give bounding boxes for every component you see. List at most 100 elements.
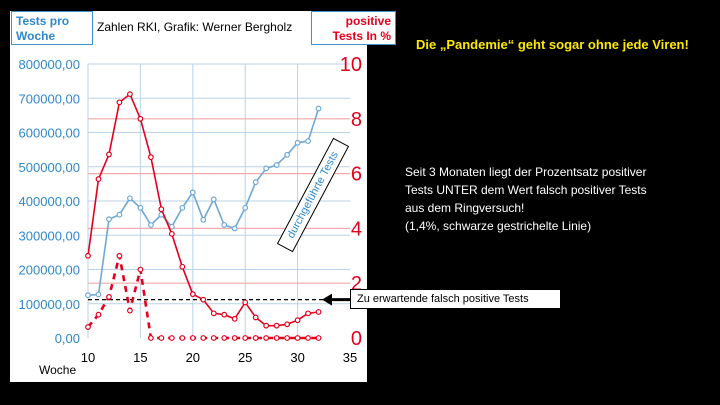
data-point xyxy=(147,222,154,228)
data-point xyxy=(210,310,217,317)
left-y-tick-label: 300000,00 xyxy=(19,228,80,243)
left-y-tick-label: 200000,00 xyxy=(19,263,80,278)
data-point xyxy=(158,335,165,341)
data-point xyxy=(294,317,301,324)
x-tick-label: 30 xyxy=(290,350,304,365)
data-point xyxy=(85,252,91,259)
data-point xyxy=(210,335,217,341)
data-point xyxy=(189,335,196,341)
left-y-tick-label: 500000,00 xyxy=(19,160,80,175)
data-point xyxy=(242,204,249,211)
data-point xyxy=(231,225,238,232)
data-point xyxy=(242,299,249,306)
data-point xyxy=(116,252,123,259)
data-point xyxy=(168,335,175,341)
commentary-line: Tests UNTER dem Wert falsch positiver Te… xyxy=(405,183,647,197)
data-point xyxy=(137,204,144,211)
data-point xyxy=(147,154,154,161)
data-point xyxy=(127,195,133,202)
x-tick-label: 10 xyxy=(81,350,95,365)
data-point xyxy=(252,314,259,321)
data-point xyxy=(252,179,259,186)
left-y-tick-label: 100000,00 xyxy=(19,297,80,312)
data-point xyxy=(315,309,322,315)
left-axis-title: Tests pro Woche xyxy=(11,11,93,45)
data-point xyxy=(127,307,133,314)
data-point xyxy=(273,322,280,329)
data-point xyxy=(305,138,311,144)
data-point xyxy=(221,222,228,228)
data-point xyxy=(95,311,102,318)
left-y-tick-label: 800000,00 xyxy=(19,57,80,72)
data-point xyxy=(189,291,196,298)
credit-text: Zahlen RKI, Grafik: Werner Bergholz xyxy=(97,20,293,34)
data-point xyxy=(147,335,154,341)
data-point xyxy=(284,321,291,328)
data-point xyxy=(294,139,301,146)
left-y-tick-label: 600000,00 xyxy=(19,126,80,141)
data-point xyxy=(137,115,144,122)
x-tick-label: 20 xyxy=(186,350,200,365)
right-y-tick-label: 6 xyxy=(351,164,362,186)
data-point xyxy=(284,335,291,341)
right-y-tick-label: 2 xyxy=(351,273,362,295)
data-point xyxy=(200,216,207,223)
data-point xyxy=(200,335,207,341)
data-point xyxy=(210,196,217,203)
data-point xyxy=(95,176,102,182)
data-point xyxy=(168,230,175,237)
data-point xyxy=(85,324,91,330)
data-point xyxy=(189,189,196,196)
data-point xyxy=(315,105,322,112)
data-point xyxy=(294,335,301,341)
x-tick-label: 15 xyxy=(133,350,147,365)
data-point xyxy=(263,322,270,329)
callout-arrow-head xyxy=(322,293,332,306)
data-point xyxy=(179,263,186,270)
data-point xyxy=(85,292,91,299)
data-point xyxy=(263,165,270,172)
data-point xyxy=(305,310,311,317)
data-point xyxy=(116,99,123,106)
commentary: Seit 3 Monaten liegt der Prozentsatz pos… xyxy=(405,163,705,235)
commentary-line: Seit 3 Monaten liegt der Prozentsatz pos… xyxy=(405,165,647,179)
right-axis-title: positive Tests In % xyxy=(311,11,396,45)
commentary-line: (1,4%, schwarze gestrichelte Linie) xyxy=(405,219,592,233)
data-point xyxy=(231,335,238,341)
data-point xyxy=(263,335,270,341)
data-point xyxy=(273,335,280,341)
data-point xyxy=(305,335,311,341)
data-point xyxy=(106,216,112,223)
headline: Die „Pandemie“ geht sogar ohne jede Vire… xyxy=(416,37,689,52)
data-point xyxy=(179,204,186,211)
x-axis-label: Woche xyxy=(39,363,77,377)
x-tick-label: 25 xyxy=(238,350,252,365)
left-y-tick-label: 700000,00 xyxy=(19,91,80,106)
data-point xyxy=(95,291,102,298)
data-point xyxy=(158,206,165,213)
right-y-tick-label: 0 xyxy=(351,328,362,350)
right-y-tick-label: 4 xyxy=(351,218,362,240)
right-y-tick-label: 8 xyxy=(351,109,362,131)
chart-svg: 10 15 20 25 30 350,00100000,00200000,00300000… xyxy=(19,54,362,365)
left-y-tick-label: 400000,00 xyxy=(19,194,80,209)
data-point xyxy=(221,311,228,318)
data-point xyxy=(179,335,186,341)
data-point xyxy=(221,335,228,341)
data-point xyxy=(116,211,123,218)
data-point xyxy=(242,335,249,341)
chart-panel: 10 15 20 25 30 35 0,00 100000,00 200000,00 300000… xyxy=(10,11,396,382)
false-positive-callout: Zu erwartende falsch positive Tests xyxy=(350,289,561,309)
data-point xyxy=(284,151,291,158)
data-point xyxy=(137,266,144,273)
data-point xyxy=(200,296,207,303)
right-y-tick-label: 10 xyxy=(340,54,362,76)
data-point xyxy=(106,294,112,300)
left-y-tick-label: 0,00 xyxy=(55,331,80,346)
x-tick-label: 35 xyxy=(343,350,357,365)
data-point xyxy=(106,151,112,158)
data-point xyxy=(273,162,280,168)
commentary-line: aus dem Ringversuch! xyxy=(405,201,525,215)
data-point xyxy=(252,335,259,341)
data-point xyxy=(127,91,133,98)
